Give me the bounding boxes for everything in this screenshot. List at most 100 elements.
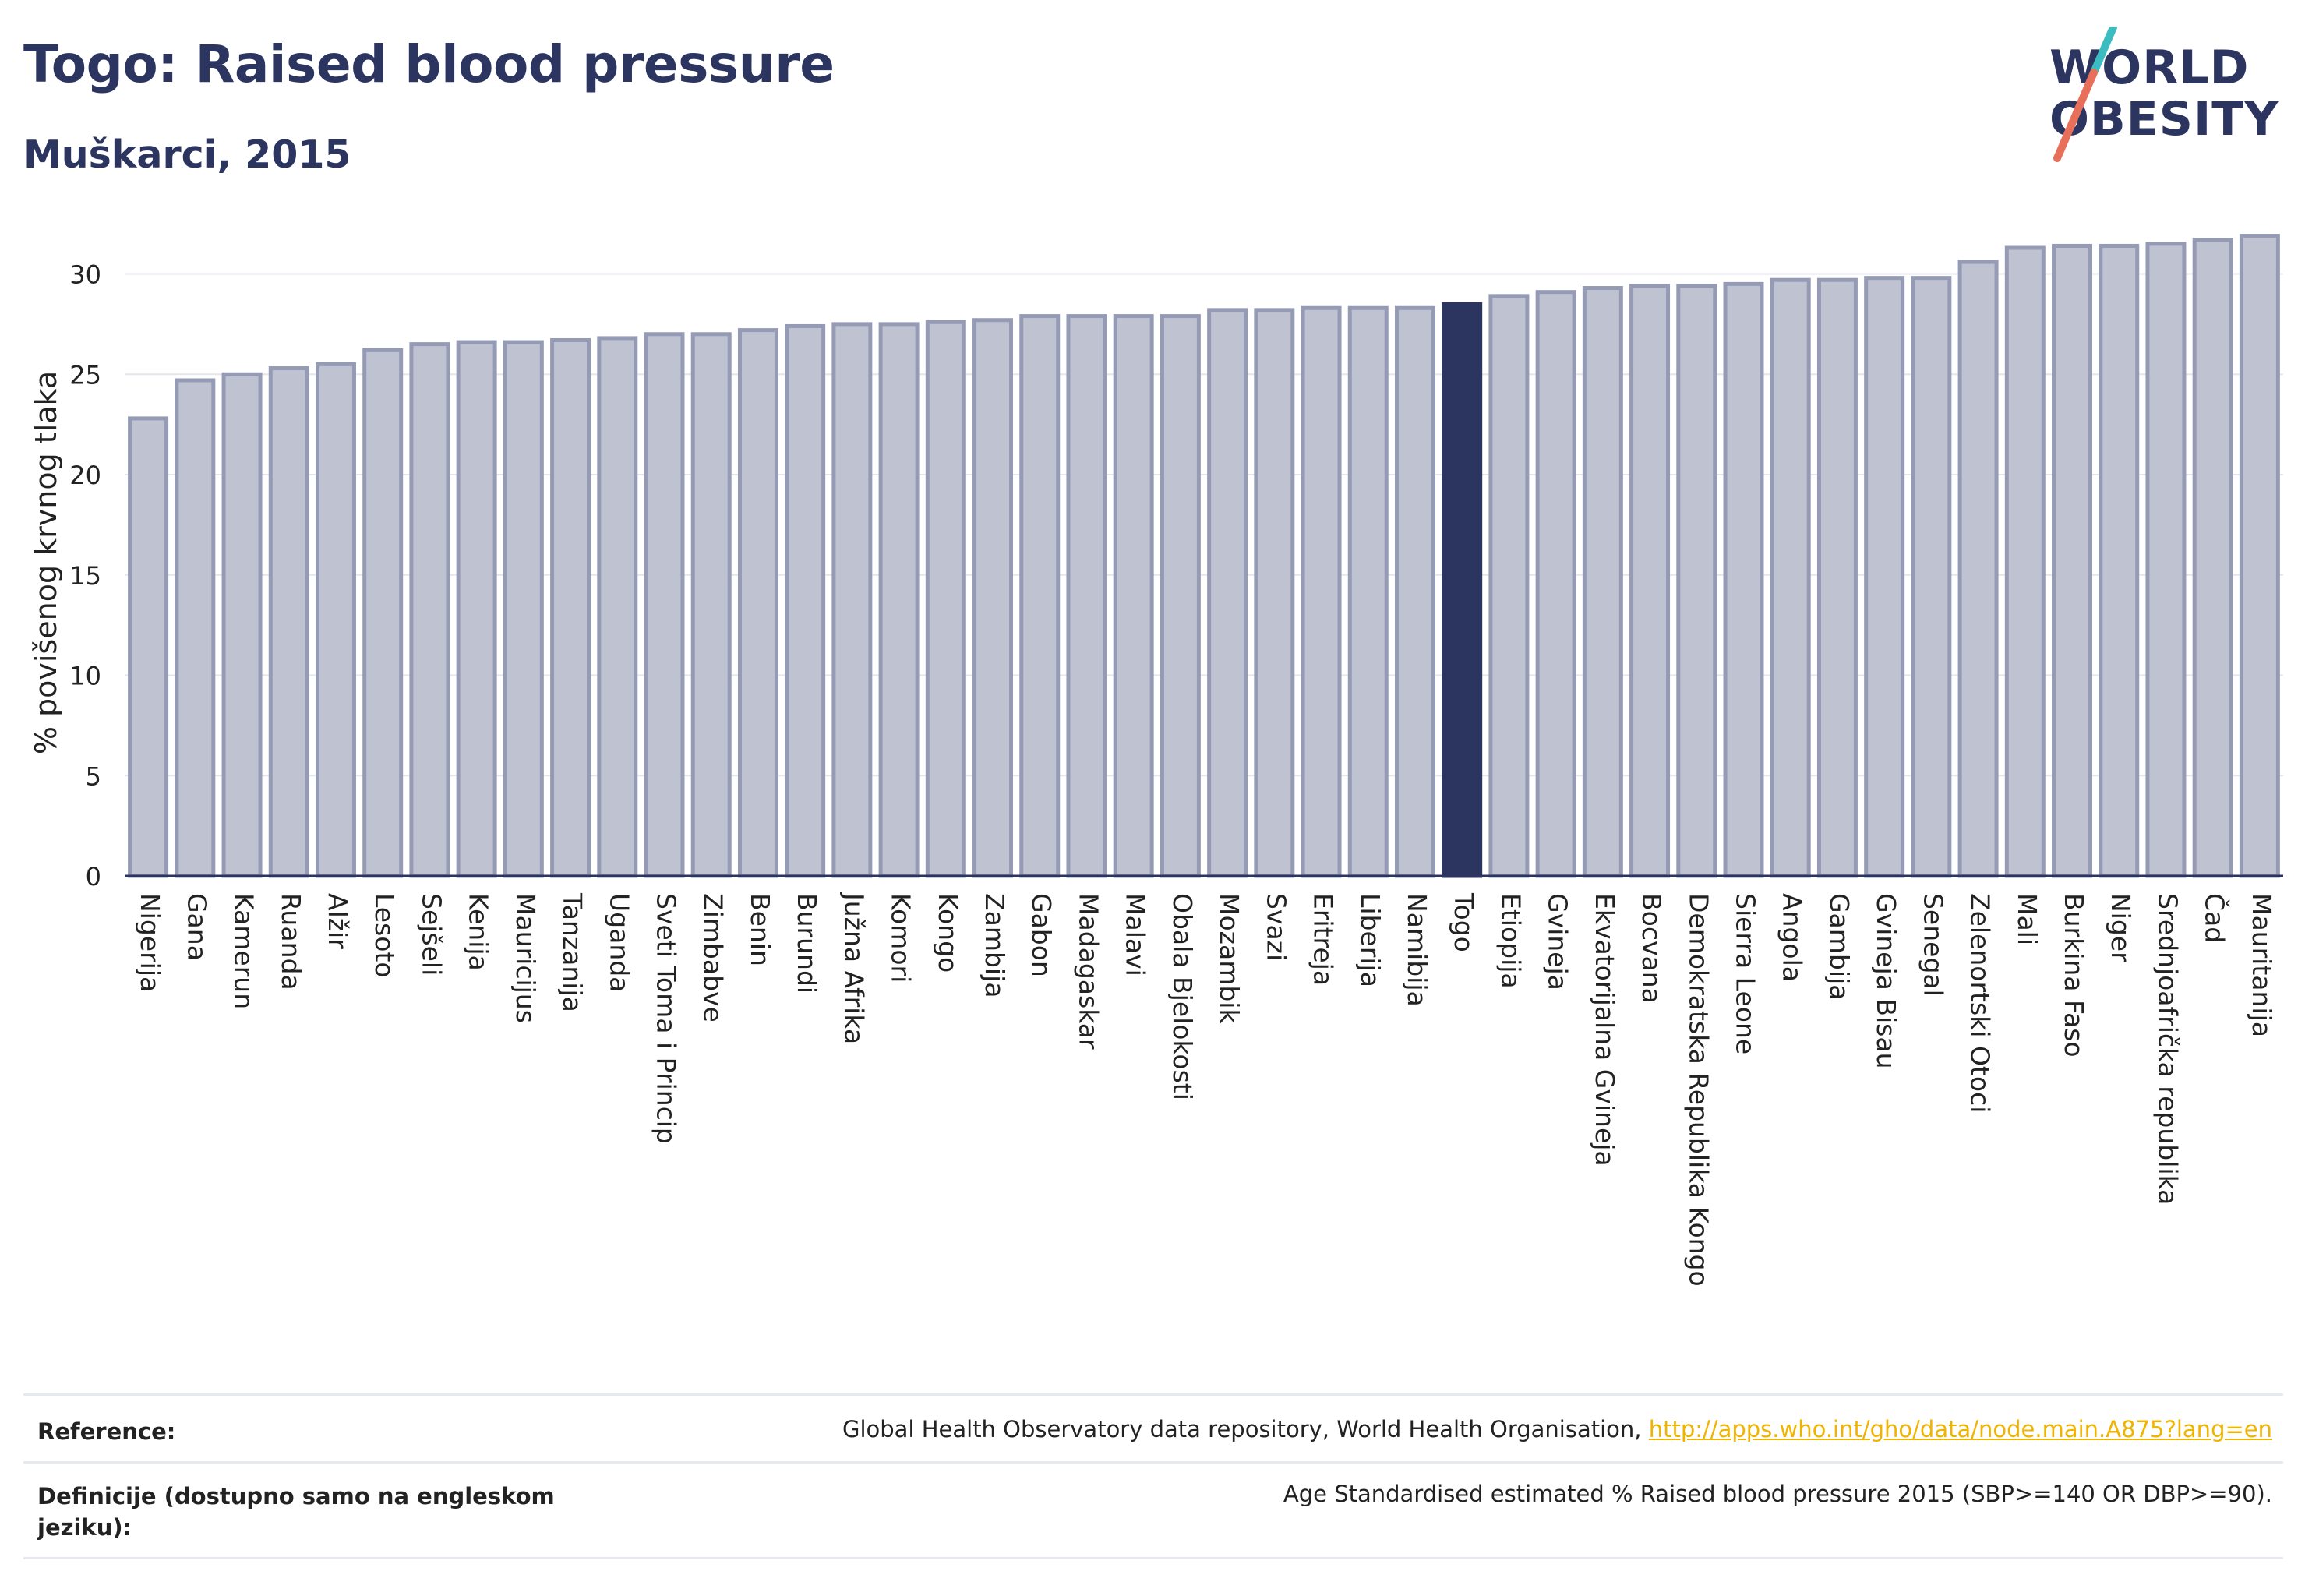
bar (785, 323, 826, 878)
x-tick-label: Čad (2200, 893, 2231, 943)
bar (362, 348, 404, 878)
bar (2004, 245, 2046, 878)
bar (315, 362, 356, 878)
bar (1207, 308, 1248, 878)
x-tick-label: Komori (886, 893, 916, 983)
logo-word-world: WORLD (2049, 41, 2250, 95)
bar (1816, 277, 1858, 878)
bar (737, 328, 778, 878)
x-tick-label: Mauricijus (510, 893, 541, 1023)
x-tick-label: Demokratska Republika Kongo (1683, 893, 1714, 1287)
bar (925, 320, 966, 878)
y-tick-label: 15 (69, 561, 101, 591)
bar-highlight (1442, 302, 1483, 878)
x-tick-label: Tanzanija (557, 892, 588, 1012)
x-tick-label: Mauritanija (2247, 893, 2277, 1037)
logo-slash-icon (2053, 27, 2117, 162)
x-tick-label: Južna Afrika (838, 892, 869, 1044)
bar-chart: 0 5 10 15 20 25 30 % povišenog krvnog tlaka Nige… (29, 234, 2283, 1287)
x-tick-label: Gana (182, 893, 212, 961)
bar (1957, 260, 1999, 878)
x-tick-label: Gabon (1026, 893, 1057, 977)
x-tick-label: Angola (1777, 893, 1808, 982)
bar (2239, 234, 2280, 878)
chart-subtitle: Muškarci, 2015 (23, 132, 351, 177)
x-tick-label: Burkina Faso (2059, 893, 2089, 1058)
reference-link[interactable]: http://apps.who.int/gho/data/node.main.A… (1648, 1416, 2272, 1442)
bar (878, 322, 920, 878)
x-tick-label: Senegal (1918, 893, 1948, 997)
y-tick-label: 0 (86, 862, 101, 892)
bar (1770, 277, 1811, 878)
definition-text: Age Standardised estimated % Raised bloo… (1283, 1481, 2272, 1507)
x-tick-label: Niger (2106, 893, 2136, 962)
bar (1019, 314, 1061, 878)
x-tick-label: Burundi (792, 893, 822, 994)
x-tick-label: Kamerun (229, 893, 259, 1009)
bar (1394, 305, 1435, 878)
bar (503, 340, 544, 878)
bar (128, 416, 169, 878)
chart-title: Togo: Raised blood pressure (23, 34, 835, 94)
bar (221, 372, 263, 878)
x-tick-label: Mozambik (1214, 893, 1244, 1024)
x-tick-label: Svazi (1261, 893, 1291, 961)
x-tick-label: Benin (745, 893, 775, 966)
x-tick-label: Sierra Leone (1731, 893, 1761, 1054)
bar (1535, 290, 1576, 878)
x-tick-label: Sveti Toma i Princip (651, 893, 682, 1144)
x-tick-label: Ruanda (276, 893, 306, 990)
bar (1911, 276, 1952, 878)
bar (972, 318, 1014, 878)
y-tick-label: 20 (69, 461, 101, 490)
bar (690, 332, 732, 878)
reference-row: Reference: Global Health Observatory dat… (23, 1393, 2283, 1461)
x-tick-label: Namibija (1402, 893, 1432, 1007)
x-tick-label: Malavi (1121, 893, 1151, 976)
bar (2052, 243, 2093, 878)
x-tick-label: Bocvana (1636, 893, 1667, 1004)
bar (550, 337, 591, 878)
y-tick-label: 10 (69, 662, 101, 691)
x-tick-label: Obala Bjelokosti (1167, 893, 1198, 1100)
bar (1676, 284, 1717, 878)
bar (1254, 308, 1295, 878)
bar (1160, 314, 1201, 878)
bar (456, 340, 497, 878)
reference-text: Global Health Observatory data repositor… (842, 1416, 1642, 1442)
y-tick-label: 25 (69, 360, 101, 390)
reference-label: Reference: (37, 1418, 176, 1445)
bar (1066, 314, 1107, 878)
logo-word-obesity: OBESITY (2049, 92, 2279, 147)
x-tick-label: Kenija (464, 893, 494, 971)
x-tick-label: Zelenortski Otoci (1965, 893, 1996, 1113)
y-tick-label: 30 (69, 260, 101, 290)
bar (1301, 305, 1342, 878)
bar (644, 332, 685, 878)
bar (409, 342, 450, 878)
bar (175, 378, 216, 878)
bar (1629, 284, 1671, 878)
bar (2145, 242, 2187, 878)
bar (268, 366, 309, 878)
x-tick-label: Gvineja Bisau (1871, 893, 1901, 1069)
x-tick-label: Togo (1449, 892, 1479, 952)
x-tick-label: Nigerija (135, 893, 165, 992)
x-tick-label: Liberija (1355, 893, 1385, 987)
definition-label: Definicije (dostupno samo na engleskom j… (37, 1483, 555, 1541)
x-tick-label: Sejšeli (416, 893, 447, 976)
y-axis-label: % povišenog krvnog tlaka (29, 371, 63, 754)
x-tick-label: Ekvatorijalna Gvineja (1590, 893, 1620, 1167)
x-tick-label: Kongo (933, 893, 963, 973)
x-tick-label: Alžir (323, 893, 353, 949)
bar (1582, 286, 1623, 878)
x-tick-label: Srednjoafrička republika (2152, 893, 2183, 1205)
world-obesity-logo: WORLD OBESITY (2026, 27, 2291, 168)
reference-value: Global Health Observatory data repositor… (842, 1416, 2272, 1442)
x-tick-label: Etiopija (1495, 893, 1526, 989)
x-tick-label: Madagaskar (1073, 893, 1103, 1050)
x-tick-label: Eritreja (1308, 893, 1339, 986)
footer-table: Reference: Global Health Observatory dat… (23, 1393, 2283, 1559)
x-tick-label: Zambija (980, 893, 1010, 998)
bar (1864, 276, 1905, 878)
